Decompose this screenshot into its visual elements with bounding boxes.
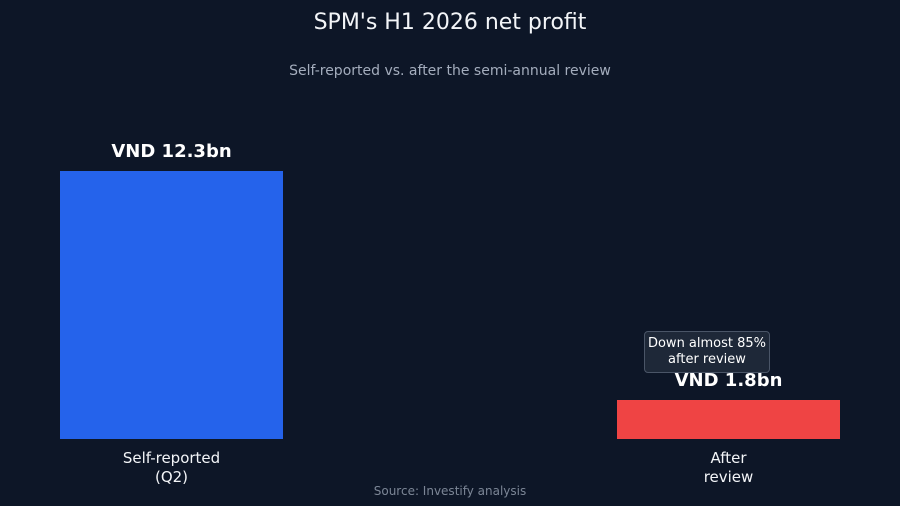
category-label-1-line-0: After [710,449,747,467]
annotation-line-1: Down almost 85% [647,336,767,351]
category-label-1: After review [629,449,829,487]
bar-0 [60,171,283,439]
source-note: Source: Investify analysis [373,484,527,498]
chart-subtitle: Self-reported vs. after the semi-annual … [289,63,611,79]
annotation-box: Down almost 85% after review [644,331,770,373]
annotation-line-2: after review [668,352,746,367]
bar-1 [617,399,840,439]
category-label-0-line-1: (Q2) [154,468,189,486]
category-label-1-line-1: review [703,468,754,486]
chart-title: SPM's H1 2026 net profit [313,10,587,35]
category-label-0: Self-reported (Q2) [72,449,272,487]
category-label-0-line-0: Self-reported [122,449,221,467]
value-label-0: VND 12.3bn [111,141,232,162]
value-label-1: VND 1.8bn [674,369,783,391]
